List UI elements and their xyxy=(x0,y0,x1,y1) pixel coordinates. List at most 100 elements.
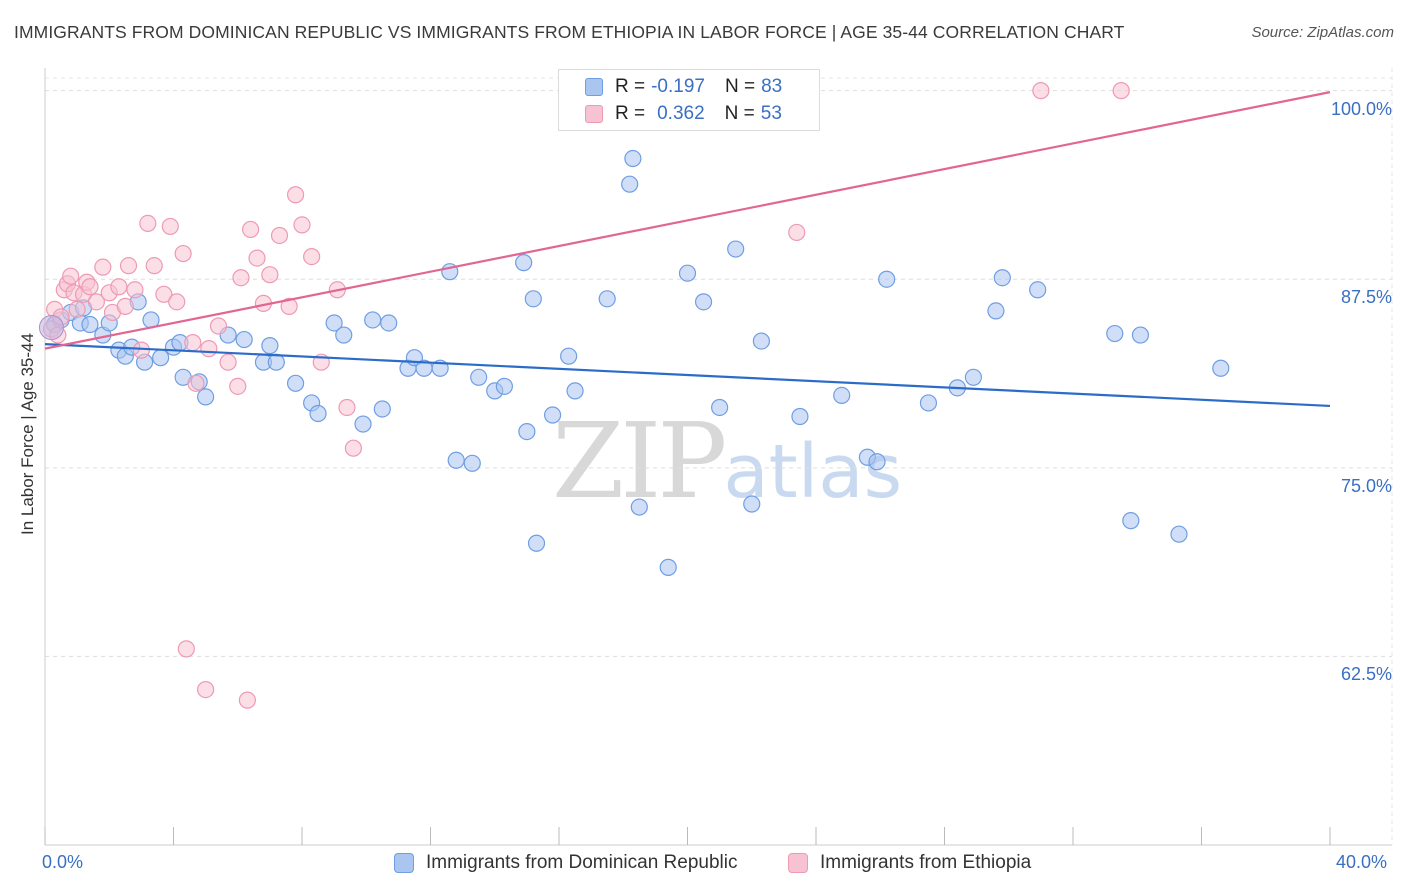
point-ethiopia xyxy=(209,317,228,335)
point-dominican xyxy=(1122,512,1140,530)
legend-n-value: 83 xyxy=(761,76,783,97)
point-dominican xyxy=(81,315,99,334)
point-ethiopia xyxy=(87,293,106,311)
point-ethiopia xyxy=(126,281,144,299)
point-ethiopia xyxy=(174,244,192,263)
point-dominican xyxy=(868,453,886,471)
point-ethiopia xyxy=(303,247,321,266)
point-dominican xyxy=(1106,324,1124,343)
point-dominican xyxy=(380,314,398,332)
point-ethiopia xyxy=(184,333,202,352)
bottom-legend-swatch-dominican xyxy=(394,853,414,873)
point-dominican xyxy=(752,332,770,350)
point-dominican xyxy=(678,264,697,282)
point-dominican xyxy=(470,368,488,386)
y-axis-label: In Labor Force | Age 35-44 xyxy=(18,333,37,535)
point-dominican xyxy=(373,400,391,418)
point-dominican xyxy=(659,558,677,576)
y-tick-label: 62.5% xyxy=(1340,664,1392,685)
point-ethiopia xyxy=(1112,82,1130,100)
y-tick-label: 87.5% xyxy=(1340,287,1392,308)
point-dominican xyxy=(987,302,1005,320)
point-dominican xyxy=(261,337,279,355)
point-ethiopia xyxy=(132,341,150,359)
point-ethiopia xyxy=(94,258,112,276)
y-tick-label: 75.0% xyxy=(1340,475,1392,496)
legend-row-ethiopia: R = 0.362 N = 53 xyxy=(585,101,782,127)
legend-n-value: 53 xyxy=(760,103,782,124)
point-dominican xyxy=(598,290,616,308)
bottom-legend-dominican: Immigrants from Dominican Republic xyxy=(394,852,738,874)
point-dominican xyxy=(495,377,513,395)
point-ethiopia xyxy=(232,269,250,287)
point-ethiopia xyxy=(229,377,247,395)
point-dominican xyxy=(993,269,1011,287)
point-dominican xyxy=(727,240,745,258)
point-dominican xyxy=(354,415,372,433)
y-tick-label: 100.0% xyxy=(1330,98,1392,119)
point-dominican xyxy=(621,175,639,193)
trend-lines xyxy=(44,91,1331,408)
point-ethiopia xyxy=(293,216,311,234)
point-dominican xyxy=(743,495,761,513)
point-ethiopia xyxy=(238,691,256,709)
x-tick-min: 0.0% xyxy=(42,852,84,872)
point-ethiopia xyxy=(338,398,356,417)
point-ethiopia xyxy=(219,353,237,371)
point-dominican xyxy=(235,330,253,349)
point-dominican xyxy=(624,149,642,168)
legend-swatch-dominican xyxy=(585,78,603,96)
point-cluster xyxy=(38,315,64,341)
point-ethiopia xyxy=(116,297,134,315)
point-dominican xyxy=(527,534,546,552)
point-ethiopia xyxy=(248,249,266,267)
point-dominican xyxy=(630,498,648,516)
trend-line-dominican xyxy=(44,343,1331,408)
point-dominican xyxy=(543,406,562,424)
point-dominican xyxy=(791,407,809,426)
point-dominican xyxy=(566,382,584,400)
point-ethiopia xyxy=(168,293,186,311)
axes xyxy=(44,68,1392,846)
point-ethiopia xyxy=(197,680,215,699)
point-dominican xyxy=(447,451,465,469)
point-dominican xyxy=(964,368,983,386)
point-dominican xyxy=(560,347,578,365)
point-dominican xyxy=(1131,326,1150,344)
source-label: Source: ZipAtlas.com xyxy=(1251,24,1394,41)
point-ethiopia xyxy=(1032,82,1050,100)
point-dominican xyxy=(364,311,382,329)
x-tick-max: 40.0% xyxy=(1336,852,1388,872)
bottom-legend-label-ethiopia: Immigrants from Ethiopia xyxy=(820,852,1032,873)
point-dominican xyxy=(197,388,215,406)
trend-line-ethiopia xyxy=(44,91,1331,350)
chart-title: IMMIGRANTS FROM DOMINICAN REPUBLIC VS IM… xyxy=(14,22,1125,42)
legend-swatch-ethiopia xyxy=(585,105,603,123)
point-dominican xyxy=(335,326,353,344)
point-dominican xyxy=(286,374,305,392)
point-dominican xyxy=(833,386,851,404)
point-dominican xyxy=(152,349,170,367)
point-ethiopia xyxy=(270,226,289,245)
legend-n-label: N = xyxy=(724,103,755,124)
point-ethiopia xyxy=(788,223,806,242)
point-ethiopia xyxy=(286,186,305,204)
legend-r-value: 0.362 xyxy=(657,103,705,124)
data-points xyxy=(38,82,1230,709)
point-dominican xyxy=(1212,359,1230,377)
point-ethiopia xyxy=(119,257,138,275)
bottom-legend-swatch-ethiopia xyxy=(788,853,808,873)
point-ethiopia xyxy=(344,439,362,457)
legend-n-label: N = xyxy=(724,76,756,97)
point-dominican xyxy=(325,314,343,332)
point-ethiopia xyxy=(68,300,86,318)
point-dominican xyxy=(309,404,327,423)
legend-r-label: R = xyxy=(615,76,646,97)
point-ethiopia xyxy=(242,220,260,239)
point-dominican xyxy=(1029,281,1047,299)
legend-row-dominican: R = -0.197 N = 83 xyxy=(585,74,782,100)
point-ethiopia xyxy=(177,640,195,658)
point-ethiopia xyxy=(139,214,157,232)
point-dominican xyxy=(1170,525,1188,543)
